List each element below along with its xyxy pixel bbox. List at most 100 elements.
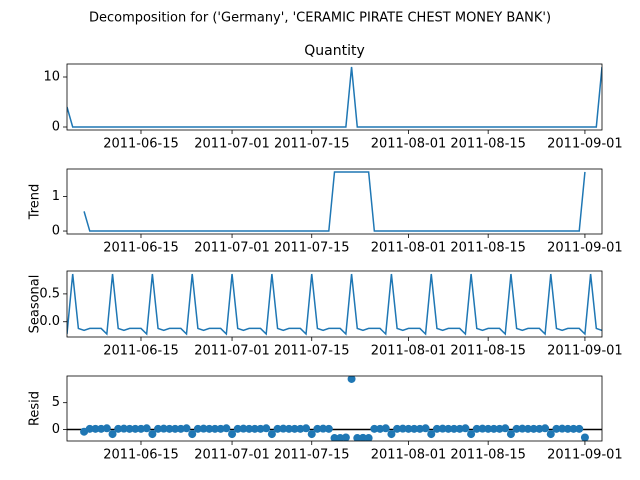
point <box>512 424 521 433</box>
point <box>421 424 430 433</box>
x-tick-label: 2011-07-01 <box>194 137 270 152</box>
x-tick-label: 2011-07-01 <box>194 448 270 463</box>
x-tick-label: 2011-07-01 <box>194 344 270 359</box>
point <box>245 424 254 433</box>
plot-area <box>67 273 602 336</box>
point <box>518 424 527 433</box>
point <box>393 424 402 433</box>
point <box>410 424 419 433</box>
point <box>233 424 242 433</box>
point <box>347 376 356 383</box>
point <box>478 424 487 433</box>
point <box>165 424 174 433</box>
point <box>506 430 515 439</box>
point <box>142 424 151 433</box>
x-tick-label: 2011-06-15 <box>103 448 179 463</box>
series-line <box>67 66 602 128</box>
point <box>575 424 584 433</box>
point <box>85 424 94 433</box>
point <box>580 433 589 441</box>
axes-frame <box>66 375 603 442</box>
point <box>182 424 191 433</box>
x-tick-label: 2011-09-01 <box>547 241 623 256</box>
point <box>432 424 441 433</box>
x-tick-label: 2011-08-01 <box>371 344 447 359</box>
point <box>529 424 538 433</box>
y-axis-label: Trend <box>28 184 43 221</box>
x-tick-label: 2011-08-15 <box>450 344 526 359</box>
panel-title: Quantity <box>304 43 365 59</box>
point <box>467 430 476 439</box>
point <box>313 424 322 433</box>
y-tick-label: 1 <box>52 189 60 204</box>
plot-area <box>67 376 602 441</box>
point <box>489 424 498 433</box>
point <box>307 430 316 439</box>
axes-frame <box>66 270 603 338</box>
x-tick-label: 2011-06-15 <box>103 344 179 359</box>
point <box>273 424 282 433</box>
y-tick-label: 0.0 <box>39 314 60 329</box>
plot-area <box>67 66 602 128</box>
chart-title: Decomposition for ('Germany', 'CERAMIC P… <box>89 11 551 26</box>
y-axis-label: Resid <box>28 391 43 426</box>
point <box>205 424 214 433</box>
point <box>125 424 134 433</box>
point <box>319 424 328 433</box>
series-line <box>67 273 602 336</box>
point <box>501 424 510 433</box>
point <box>552 424 561 433</box>
point <box>569 424 578 433</box>
y-tick-label: 10 <box>43 70 60 85</box>
x-tick-label: 2011-08-15 <box>450 448 526 463</box>
x-tick-label: 2011-09-01 <box>547 344 623 359</box>
x-tick-label: 2011-09-01 <box>547 448 623 463</box>
y-tick-label: 0 <box>52 422 60 437</box>
point <box>381 424 390 433</box>
point <box>546 430 555 439</box>
point <box>404 424 413 433</box>
point <box>228 430 237 439</box>
x-tick-label: 2011-08-15 <box>450 241 526 256</box>
point <box>210 424 219 433</box>
point <box>563 424 572 433</box>
point <box>222 424 231 433</box>
point <box>450 424 459 433</box>
x-tick-label: 2011-07-15 <box>274 448 350 463</box>
point <box>188 430 197 439</box>
point <box>171 424 180 433</box>
axes-frame <box>66 63 603 131</box>
y-tick-label: 0.5 <box>39 286 60 301</box>
point <box>541 424 550 433</box>
point <box>341 433 350 441</box>
point <box>102 424 111 433</box>
point <box>154 424 163 433</box>
point <box>250 424 259 433</box>
y-axis-label: Seasonal <box>28 275 43 334</box>
series-line <box>83 171 586 232</box>
x-tick-label: 2011-08-15 <box>450 137 526 152</box>
point <box>461 424 470 433</box>
point <box>387 430 396 439</box>
x-tick-label: 2011-08-01 <box>371 241 447 256</box>
point <box>472 424 481 433</box>
point <box>438 424 447 433</box>
point <box>370 424 379 433</box>
point <box>444 424 453 433</box>
x-tick-label: 2011-06-15 <box>103 137 179 152</box>
axes-frame <box>66 168 603 235</box>
x-tick-label: 2011-07-15 <box>274 137 350 152</box>
point <box>398 424 407 433</box>
point <box>427 430 436 439</box>
x-tick-label: 2011-07-01 <box>194 241 270 256</box>
point <box>336 434 345 441</box>
point <box>267 430 276 439</box>
x-tick-label: 2011-09-01 <box>547 137 623 152</box>
point <box>262 424 271 433</box>
point <box>290 424 299 433</box>
point <box>302 424 311 433</box>
x-tick-label: 2011-06-15 <box>103 241 179 256</box>
point <box>108 430 117 439</box>
point <box>324 424 333 433</box>
